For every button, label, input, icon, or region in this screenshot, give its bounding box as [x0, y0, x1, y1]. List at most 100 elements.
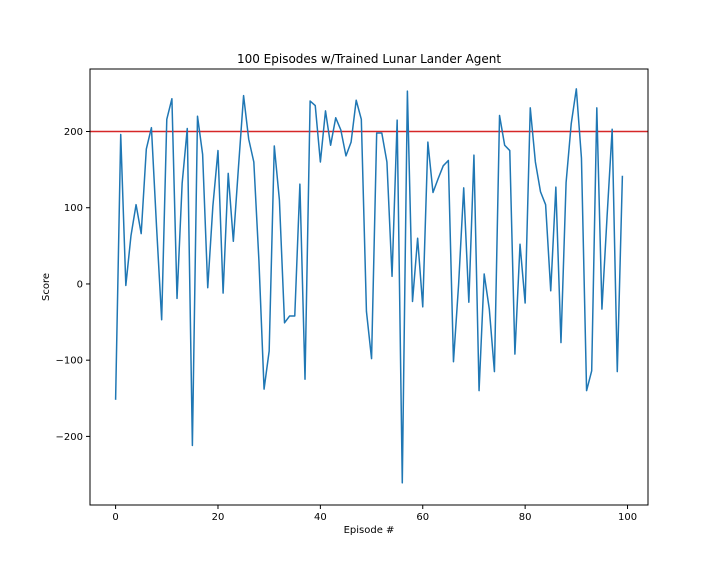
data-point: [376, 132, 378, 134]
data-point: [412, 300, 414, 302]
data-point: [227, 172, 229, 174]
data-point: [417, 237, 419, 239]
x-tick-label: 40: [314, 512, 327, 523]
data-point: [519, 243, 521, 245]
data-point: [586, 390, 588, 392]
y-axis-ticks: −200 −100 0 100 200: [56, 127, 90, 443]
data-point: [222, 292, 224, 294]
data-point: [156, 226, 158, 228]
data-point: [437, 178, 439, 180]
data-point: [314, 105, 316, 107]
data-point: [273, 145, 275, 147]
data-point: [125, 284, 127, 286]
data-point: [432, 191, 434, 193]
data-point: [427, 141, 429, 143]
data-point: [468, 301, 470, 303]
data-point: [186, 127, 188, 129]
plot-area: [90, 88, 648, 484]
data-point: [150, 127, 152, 129]
data-point: [237, 166, 239, 168]
y-tick-label: 100: [64, 203, 83, 214]
y-axis-label: Score: [41, 273, 52, 301]
x-tick-label: 80: [519, 512, 532, 523]
data-point: [483, 273, 485, 275]
data-point: [616, 371, 618, 373]
data-point: [330, 144, 332, 146]
data-point: [319, 161, 321, 163]
data-point: [478, 390, 480, 392]
data-point: [115, 399, 117, 401]
data-point: [601, 308, 603, 310]
data-point: [447, 159, 449, 161]
data-point: [289, 315, 291, 317]
data-point: [560, 342, 562, 344]
data-point: [499, 114, 501, 116]
data-point: [391, 275, 393, 277]
data-point: [232, 240, 234, 242]
chart-title: 100 Episodes w/Trained Lunar Lander Agen…: [237, 52, 501, 66]
y-tick-label: 0: [77, 279, 83, 290]
data-point: [243, 95, 245, 97]
y-tick-label: −200: [56, 432, 83, 443]
data-point: [534, 161, 536, 163]
score-series-line: [114, 88, 624, 484]
data-point: [396, 119, 398, 121]
data-point: [345, 155, 347, 157]
data-point: [181, 182, 183, 184]
x-tick-label: 20: [212, 512, 225, 523]
data-point: [488, 308, 490, 310]
data-point: [212, 205, 214, 207]
data-point: [473, 154, 475, 156]
data-point: [304, 378, 306, 380]
data-point: [442, 165, 444, 167]
data-point: [161, 319, 163, 321]
data-point: [596, 107, 598, 109]
data-point: [504, 144, 506, 146]
data-point: [140, 233, 142, 235]
data-point: [452, 361, 454, 363]
data-point: [591, 370, 593, 372]
data-point: [166, 118, 168, 120]
data-point: [422, 306, 424, 308]
data-point: [539, 191, 541, 193]
x-axis-ticks: 0 20 40 60 80 100: [112, 505, 637, 523]
data-point: [335, 117, 337, 119]
data-point: [263, 388, 265, 390]
data-point: [130, 235, 132, 237]
data-point: [197, 115, 199, 117]
data-point: [406, 90, 408, 92]
data-point: [550, 290, 552, 292]
axes-frame: [89, 68, 649, 506]
data-point: [575, 88, 577, 90]
data-point: [171, 98, 173, 100]
x-tick-label: 60: [416, 512, 429, 523]
data-point: [202, 153, 204, 155]
data-point: [509, 150, 511, 152]
data-point: [545, 204, 547, 206]
x-tick-label: 0: [112, 512, 118, 523]
data-point: [580, 157, 582, 159]
data-point: [248, 138, 250, 140]
data-point: [253, 161, 255, 163]
y-tick-label: 200: [64, 127, 83, 138]
data-point: [401, 482, 403, 484]
data-point: [268, 350, 270, 352]
data-point: [355, 99, 357, 101]
data-point: [350, 141, 352, 143]
data-point: [493, 371, 495, 373]
data-point: [299, 183, 301, 185]
data-point: [340, 129, 342, 131]
data-point: [621, 175, 623, 177]
data-point: [278, 199, 280, 201]
data-point: [458, 284, 460, 286]
data-point: [217, 150, 219, 152]
data-point: [294, 315, 296, 317]
data-point: [365, 310, 367, 312]
x-axis-label: Episode #: [344, 525, 395, 536]
data-point: [565, 182, 567, 184]
data-point: [529, 107, 531, 109]
data-point: [386, 161, 388, 163]
data-point: [145, 148, 147, 150]
